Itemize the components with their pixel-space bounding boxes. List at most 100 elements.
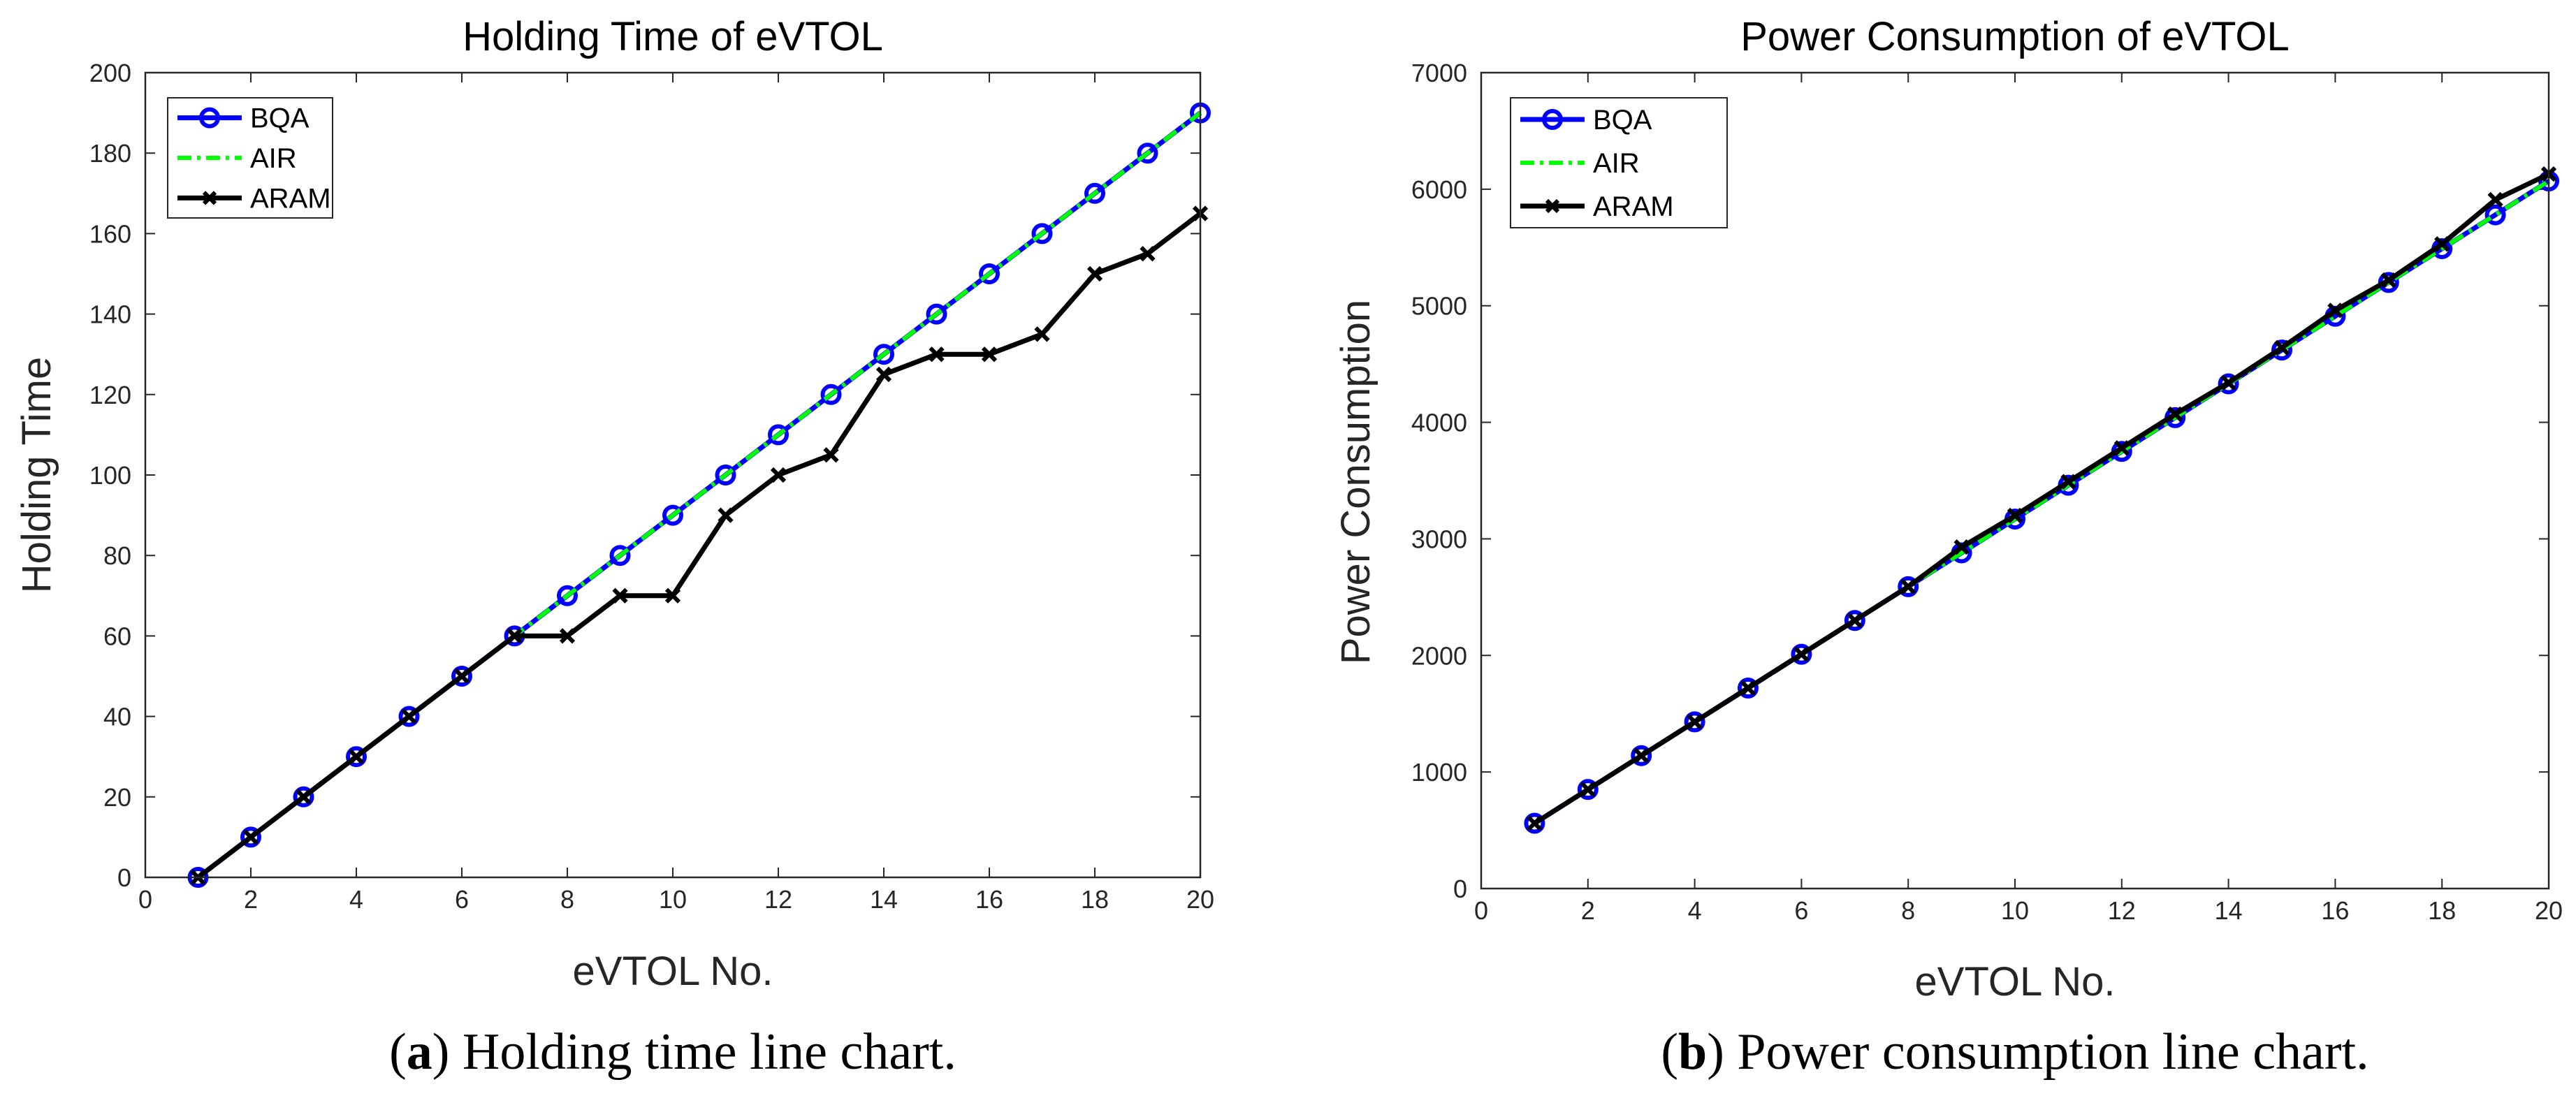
x-tick-label: 12 — [2108, 896, 2136, 925]
caption-b: (b) Power consumption line chart. — [1661, 1023, 2368, 1081]
x-tick-label: 18 — [1081, 885, 1109, 914]
y-tick-label: 140 — [89, 300, 131, 329]
data-point-aram — [348, 749, 365, 765]
series-layer-b — [1524, 166, 2559, 834]
data-point-bqa — [662, 504, 683, 526]
axes-b: 0 2 4 6 8 10 12 14 16 18 20 0 1000 2000 3000 4000 5000 60… — [1411, 59, 2563, 925]
panel-a-holding-time: 0 2 4 6 8 10 12 14 16 18 2002040608010012014016018… — [14, 14, 1214, 1081]
y-tick-label: 120 — [89, 381, 131, 409]
data-point-aram — [2220, 374, 2236, 390]
data-point-bqa — [451, 666, 472, 687]
legend-marker-aram — [202, 191, 217, 205]
data-point-aram — [2434, 236, 2450, 252]
legend-label-aram: ARAM — [1593, 191, 1674, 222]
data-point-bqa — [715, 465, 736, 485]
data-point-bqa — [1031, 223, 1053, 244]
data-point-aram — [875, 366, 892, 383]
panel-b-power-consumption: 0 2 4 6 8 10 12 14 16 18 20 0 1000 2000 3000 4000 5000 60… — [1333, 14, 2563, 1081]
data-point-aram — [296, 789, 312, 805]
y-tick-label: 0 — [1453, 875, 1467, 903]
data-point-aram — [401, 708, 417, 724]
chart-title-b: Power Consumption of eVTOL — [1740, 14, 2290, 59]
data-point-bqa — [557, 585, 578, 606]
x-tick-label: 0 — [1474, 896, 1488, 925]
caption-text-a: Holding time line chart. — [449, 1023, 956, 1081]
data-point-bqa — [768, 424, 789, 446]
y-tick-label: 4000 — [1411, 409, 1467, 437]
data-point-aram — [2007, 507, 2023, 524]
y-axis-label-a: Holding Time — [14, 357, 59, 593]
caption-letter-b: b — [1678, 1023, 1707, 1081]
data-point-bqa — [240, 826, 261, 848]
data-point-bqa — [2484, 204, 2506, 226]
y-tick-label: 60 — [103, 622, 131, 650]
x-tick-label: 16 — [2321, 896, 2349, 925]
legend-label-bqa: BQA — [1593, 105, 1652, 136]
y-tick-label: 40 — [103, 703, 131, 731]
data-point-aram — [2167, 406, 2183, 423]
data-point-aram — [1793, 646, 1810, 662]
data-point-bqa — [820, 383, 842, 405]
caption-letter-a: a — [407, 1023, 432, 1081]
data-point-aram — [1140, 246, 1156, 262]
x-tick-label: 20 — [2535, 896, 2563, 925]
data-point-aram — [2060, 474, 2076, 490]
y-tick-label: 1000 — [1411, 758, 1467, 787]
x-tick-label: 14 — [870, 885, 898, 914]
data-point-aram — [1034, 326, 1050, 342]
x-tick-label: 6 — [1794, 896, 1808, 925]
y-tick-label: 7000 — [1411, 59, 1467, 87]
x-tick-label: 0 — [138, 885, 152, 914]
x-tick-label: 12 — [764, 885, 792, 914]
y-tick-label: 20 — [103, 783, 131, 812]
y-tick-label: 0 — [117, 863, 131, 892]
data-point-aram — [2113, 440, 2130, 456]
series-line-aram — [196, 211, 1202, 879]
x-tick-label: 14 — [2215, 896, 2243, 925]
data-point-bqa — [346, 746, 367, 768]
legend-marker-bqa — [199, 107, 220, 129]
data-point-aram — [823, 447, 839, 463]
data-point-bqa — [1738, 678, 1759, 699]
y-axis-label-b: Power Consumption — [1333, 300, 1378, 664]
data-point-bqa — [1684, 711, 1705, 733]
data-point-aram — [1633, 747, 1650, 763]
data-point-bqa — [2271, 339, 2292, 361]
data-point-bqa — [1791, 643, 1812, 665]
x-tick-label: 2 — [244, 885, 258, 914]
data-point-aram — [507, 628, 523, 644]
plot-frame-b — [1480, 71, 2550, 890]
data-point-aram — [1953, 539, 1970, 555]
x-axis-label-a: eVTOL No. — [573, 949, 773, 994]
x-tick-label: 8 — [1901, 896, 1915, 925]
y-tick-label: 180 — [89, 139, 131, 168]
data-point-aram — [1086, 265, 1103, 282]
y-tick-label: 6000 — [1411, 175, 1467, 204]
y-tick-label: 2000 — [1411, 641, 1467, 670]
data-point-aram — [718, 507, 734, 523]
data-point-aram — [612, 587, 628, 604]
plot-frame-a — [144, 71, 1202, 879]
series-line-aram — [1533, 172, 2550, 826]
x-tick-label: 4 — [1688, 896, 1702, 925]
legend-label-air: AIR — [1593, 148, 1640, 179]
data-point-aram — [1580, 782, 1596, 798]
data-point-aram — [1847, 613, 1863, 629]
data-point-bqa — [609, 545, 631, 567]
data-point-aram — [2380, 272, 2396, 288]
caption-text-b: Power consumption line chart. — [1724, 1023, 2369, 1081]
axes-a: 0 2 4 6 8 10 12 14 16 18 2002040608010012014016018… — [89, 59, 1214, 914]
x-tick-label: 10 — [2001, 896, 2029, 925]
y-tick-label: 100 — [89, 461, 131, 490]
data-point-aram — [981, 346, 998, 363]
data-point-aram — [1527, 815, 1543, 831]
legend-marker-bqa — [1542, 109, 1563, 130]
data-point-bqa — [926, 303, 947, 325]
data-point-aram — [770, 467, 787, 483]
data-point-aram — [453, 668, 470, 685]
data-point-bqa — [293, 786, 314, 808]
data-point-aram — [242, 829, 259, 845]
data-point-aram — [2273, 339, 2290, 356]
data-point-bqa — [1084, 182, 1105, 204]
